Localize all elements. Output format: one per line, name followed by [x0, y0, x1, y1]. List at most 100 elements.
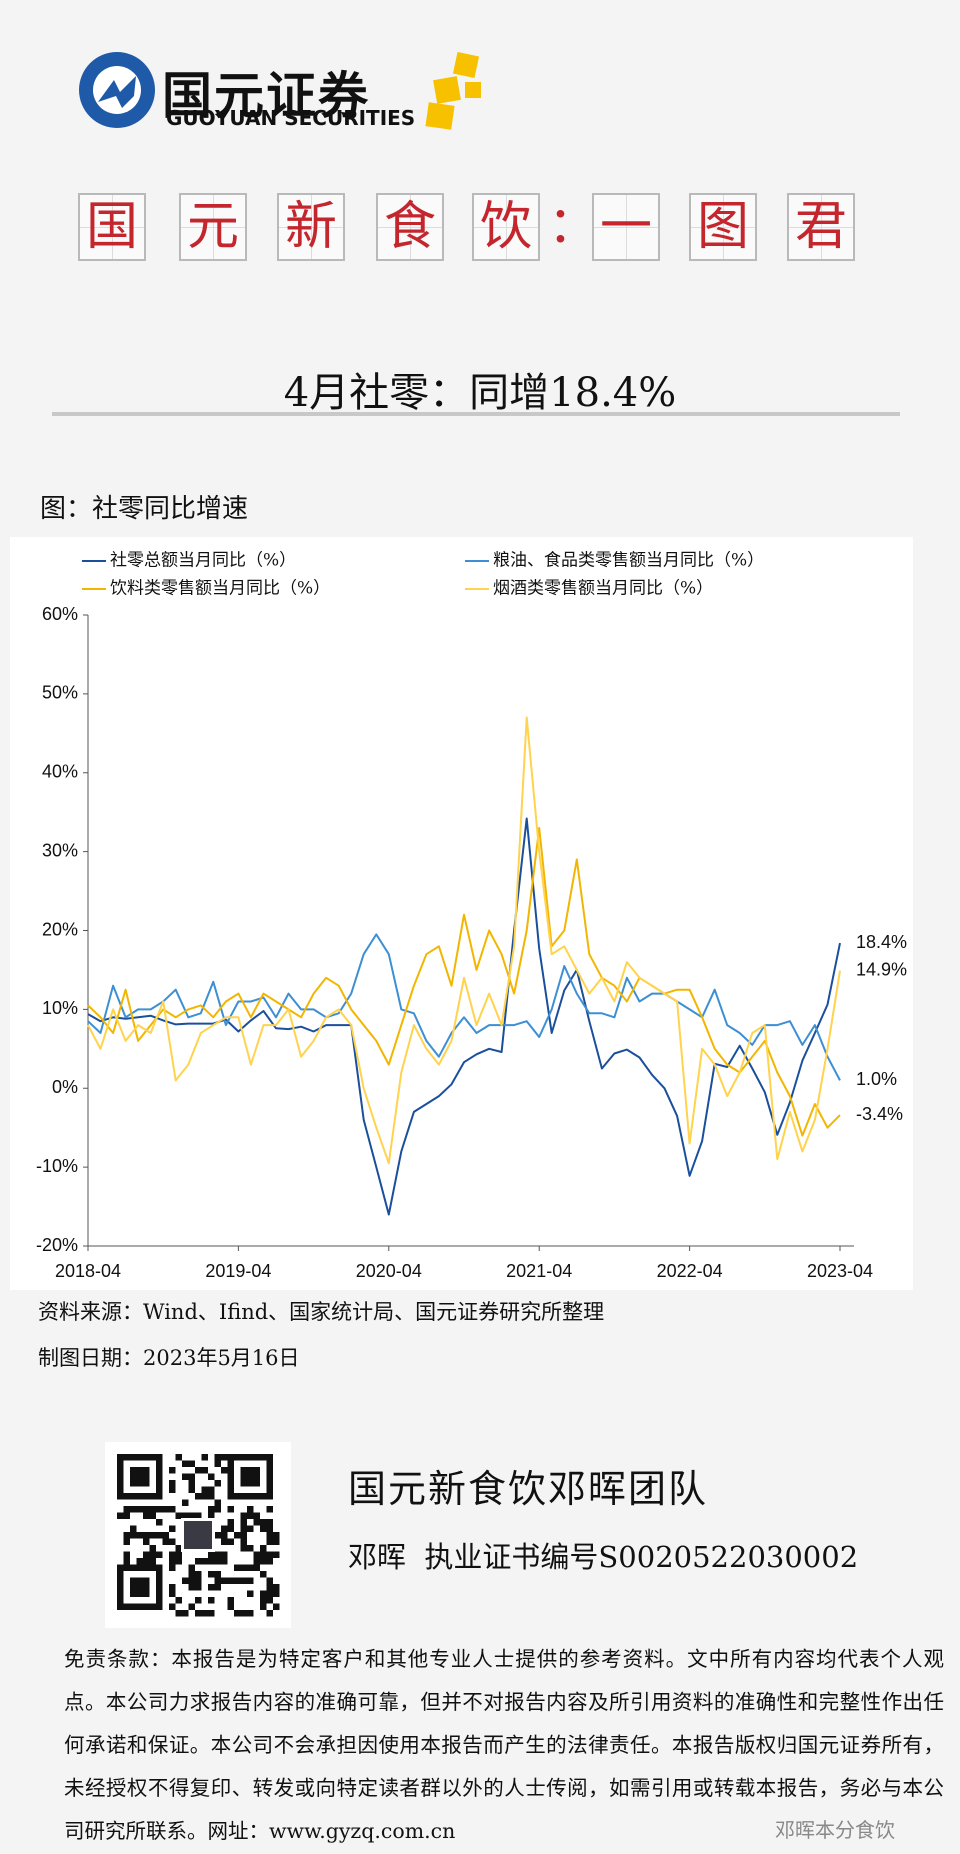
qr-cell [208, 1486, 215, 1493]
qr-cell [169, 1584, 176, 1591]
qr-cell [214, 1584, 221, 1591]
qr-cell [130, 1467, 150, 1487]
qr-cell [214, 1454, 221, 1461]
divider [52, 412, 900, 416]
qr-cell [227, 1538, 234, 1545]
qr-cell [221, 1467, 228, 1474]
qr-cell [266, 1558, 273, 1565]
qr-cell [182, 1610, 189, 1617]
x-tick-label: 2022-04 [657, 1261, 723, 1281]
qr-avatar [184, 1521, 212, 1549]
y-tick-label: 30% [42, 840, 78, 860]
qr-cell [143, 1558, 150, 1565]
qr-cell [169, 1558, 176, 1565]
qr-cell [266, 1577, 273, 1584]
qr-cell [260, 1558, 267, 1565]
qr-cell [240, 1610, 247, 1617]
qr-cell [188, 1480, 195, 1487]
qr-cell [188, 1512, 195, 1519]
series-line [87, 933, 841, 1081]
qr-cell [221, 1551, 228, 1558]
qr-cell [156, 1532, 163, 1539]
y-tick-label: 40% [42, 762, 78, 782]
qr-cell [221, 1454, 228, 1461]
banner-separator: ： [548, 196, 598, 254]
qr-cell [195, 1597, 202, 1604]
qr-cell [260, 1551, 267, 1558]
logo-name: 国元证券 [162, 67, 370, 125]
logo-name-en: GUOYUAN SECURITIES [166, 106, 416, 130]
banner-char: 君 [787, 193, 855, 261]
qr-cell [169, 1564, 176, 1571]
qr-cell [208, 1597, 215, 1604]
qr-cell [149, 1551, 156, 1558]
qr-cell [188, 1486, 195, 1493]
qr-cell [247, 1590, 254, 1597]
qr-cell [266, 1551, 273, 1558]
qr-cell [260, 1519, 267, 1526]
qr-cell [149, 1545, 156, 1552]
qr-cell [273, 1603, 280, 1610]
qr-cell [188, 1577, 195, 1584]
qr-cell [182, 1512, 189, 1519]
qr-cell [182, 1473, 189, 1480]
legend-label: 饮料类零售额当月同比（%） [110, 579, 330, 599]
qr-cell [156, 1551, 163, 1558]
qr-cell [221, 1577, 228, 1584]
qr-cell [175, 1597, 182, 1604]
banner-char: 元 [179, 193, 247, 261]
qr-cell [195, 1610, 202, 1617]
qr-cell [175, 1551, 182, 1558]
source: 资料来源：Wind、Ifind、国家统计局、国元证券研究所整理 [38, 1300, 605, 1324]
qr-cell [123, 1512, 130, 1519]
series-line [87, 716, 841, 1165]
qr-cell [214, 1558, 221, 1565]
qr-cell [240, 1532, 247, 1539]
figure-title: 图：社零同比增速 [40, 494, 249, 524]
qr-cell [266, 1532, 273, 1539]
qr-cell [195, 1571, 202, 1578]
qr-cell [201, 1493, 208, 1500]
qr-cell [130, 1506, 137, 1513]
legend-label: 社零总额当月同比（%） [110, 551, 296, 571]
qr-cell [143, 1532, 150, 1539]
qr-cell [208, 1571, 215, 1578]
x-tick-label: 2023-04 [807, 1261, 873, 1281]
qr-cell [260, 1525, 267, 1532]
qr-cell [208, 1551, 215, 1558]
qr-cell [123, 1551, 130, 1558]
qr-cell [162, 1538, 169, 1545]
qr-cell [227, 1519, 234, 1526]
qr-cell [253, 1564, 260, 1571]
qr-cell [136, 1506, 143, 1513]
qr-cell [208, 1610, 215, 1617]
qr-cell [247, 1506, 254, 1513]
qr-cell [214, 1480, 221, 1487]
qr-cell [195, 1577, 202, 1584]
headline: 4月社零：同增18.4% [283, 370, 677, 416]
qr-cell [234, 1532, 241, 1539]
qr-cell [240, 1545, 247, 1552]
qr-cell [162, 1506, 169, 1513]
qr-cell [201, 1454, 208, 1461]
x-tick-label: 2018-04 [55, 1261, 121, 1281]
qr-cell [201, 1610, 208, 1617]
qr-cell [247, 1577, 254, 1584]
qr-cell [123, 1506, 130, 1513]
qr-cell [149, 1512, 156, 1519]
banner-char: 一 [592, 193, 660, 261]
qr-cell [227, 1603, 234, 1610]
qr-cell [234, 1564, 241, 1571]
banner-char: 国 [78, 193, 146, 261]
y-tick-label: -10% [36, 1156, 78, 1176]
qr-cell [240, 1525, 247, 1532]
qr-cell [214, 1506, 221, 1513]
qr-cell [227, 1577, 234, 1584]
qr-cell [169, 1590, 176, 1597]
qr-cell [240, 1564, 247, 1571]
qr-cell [260, 1597, 267, 1604]
end-label: -3.4% [856, 1104, 903, 1124]
qr-cell [260, 1603, 267, 1610]
qr-cell [162, 1532, 169, 1539]
qr-cell [136, 1558, 143, 1565]
